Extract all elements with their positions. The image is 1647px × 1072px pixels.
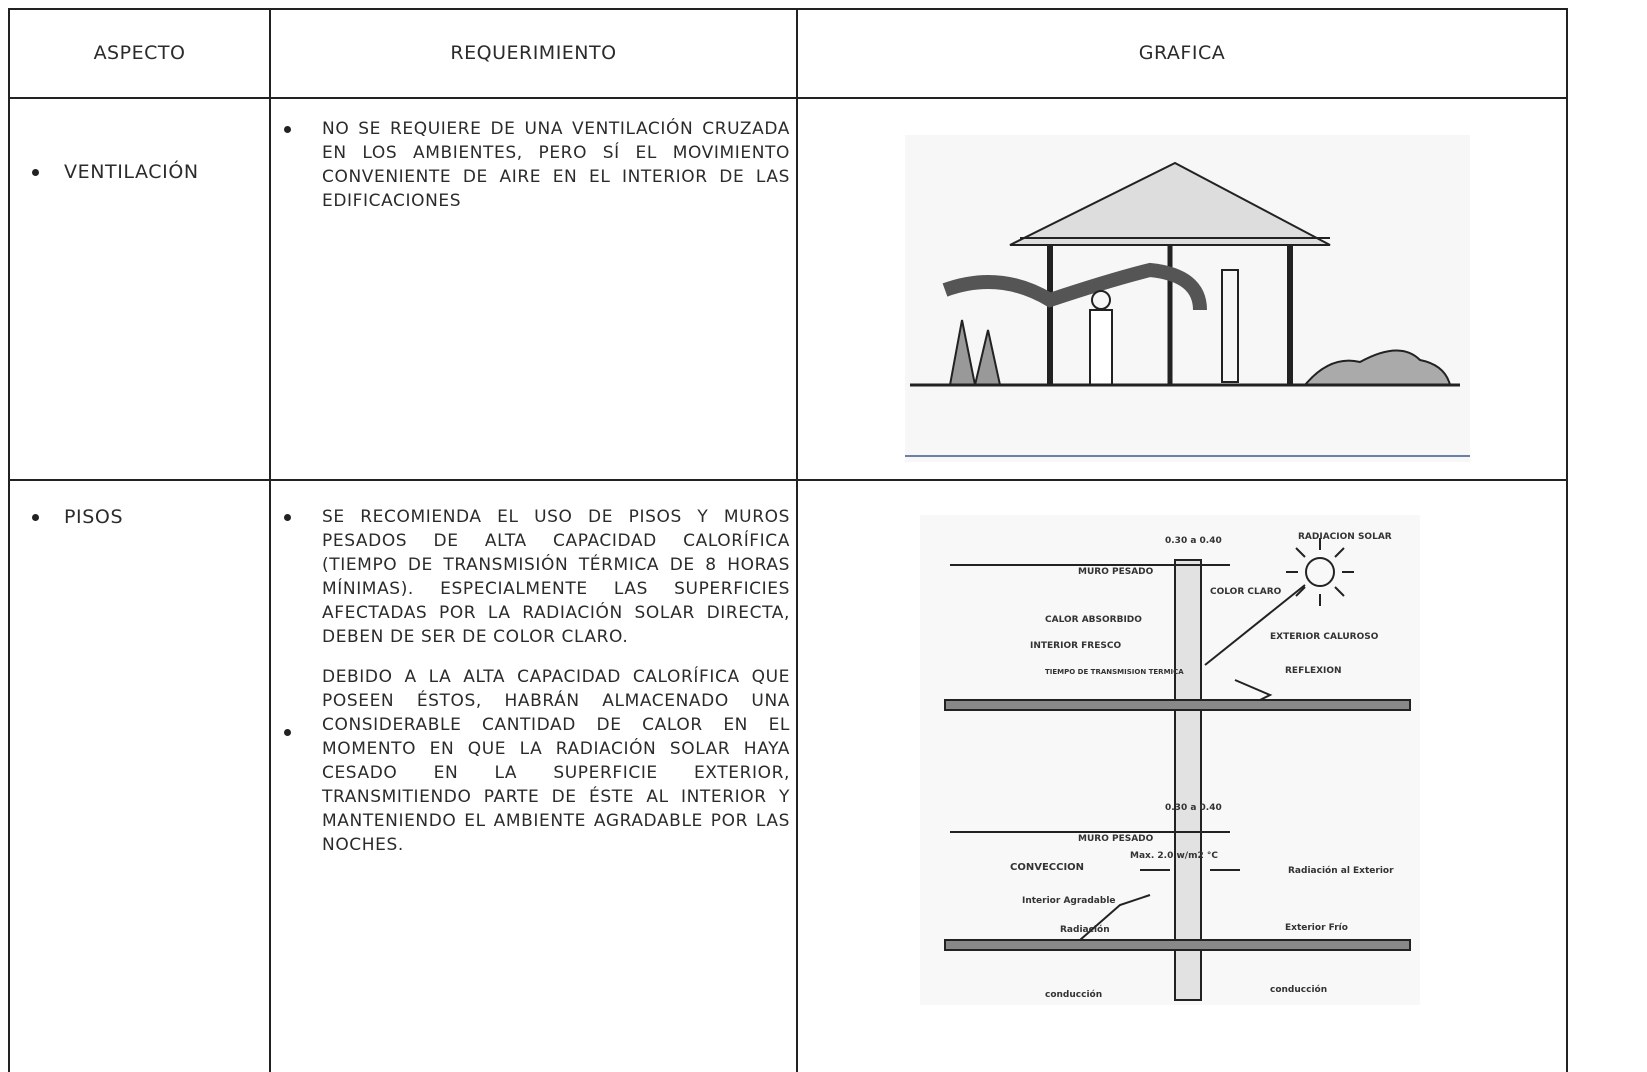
table-border xyxy=(8,8,1568,10)
requirement: SE RECOMIENDA EL USO DE PISOS Y MUROS PE… xyxy=(322,505,790,873)
column-header: REQUERIMIENTO xyxy=(450,42,617,64)
table-border xyxy=(8,97,1568,99)
table-border xyxy=(796,8,798,1072)
figure-labels: 0.30 a 0.40 RADIACION SOLAR MURO PESADO … xyxy=(1010,532,1394,1000)
figure-label: Radiación xyxy=(1060,924,1110,935)
bullet xyxy=(284,514,291,521)
table-border xyxy=(8,479,1568,481)
requirement: NO SE REQUIERE DE UNA VENTILACIÓN CRUZAD… xyxy=(322,117,790,229)
figure-label: Radiación al Exterior xyxy=(1288,865,1394,876)
figure-label: MURO PESADO xyxy=(1078,834,1154,844)
bullet xyxy=(32,514,39,521)
table-border xyxy=(269,8,271,1072)
table-border xyxy=(1566,8,1568,1072)
figure-label: CALOR ABSORBIDO xyxy=(1045,615,1142,625)
aspect: VENTILACIÓN xyxy=(64,161,199,183)
requirement-paragraph: NO SE REQUIERE DE UNA VENTILACIÓN CRUZAD… xyxy=(322,119,790,211)
figure-label: Exterior Frío xyxy=(1285,923,1348,933)
column-header: GRAFICA xyxy=(1138,42,1226,64)
bullet xyxy=(284,126,291,133)
figure-label: EXTERIOR CALUROSO xyxy=(1270,632,1379,642)
figure-label: RADIACION SOLAR xyxy=(1298,532,1392,542)
figure-label: REFLEXION xyxy=(1285,666,1342,676)
figure-label: Interior Agradable xyxy=(1022,896,1116,906)
requirement-paragraph: DEBIDO A LA ALTA CAPACIDAD CALORÍFICA QU… xyxy=(322,667,790,855)
figure-label: 0.30 a 0.40 xyxy=(1165,803,1222,813)
aspect: PISOS xyxy=(64,506,124,528)
table-border xyxy=(8,8,10,1072)
figure-label: MURO PESADO xyxy=(1078,567,1154,577)
requirement-paragraph: SE RECOMIENDA EL USO DE PISOS Y MUROS PE… xyxy=(322,507,790,647)
floors-figure xyxy=(920,515,1420,1005)
bullet xyxy=(32,169,39,176)
bullet xyxy=(284,729,291,736)
column-header: ASPECTO xyxy=(93,42,186,64)
figure-label: CONVECCION xyxy=(1010,862,1084,873)
figure-label: 0.30 a 0.40 xyxy=(1165,536,1222,546)
figure-label: COLOR CLARO xyxy=(1210,587,1282,597)
figure-label: conducción xyxy=(1045,989,1102,1000)
figure-label: TIEMPO DE TRANSMISION TERMICA xyxy=(1045,668,1184,676)
figure-label: INTERIOR FRESCO xyxy=(1030,641,1121,651)
ventilation-figure xyxy=(905,135,1470,462)
figure-label: conducción xyxy=(1270,984,1327,995)
figure-label: Max. 2.0 w/m2 °C xyxy=(1130,851,1218,861)
